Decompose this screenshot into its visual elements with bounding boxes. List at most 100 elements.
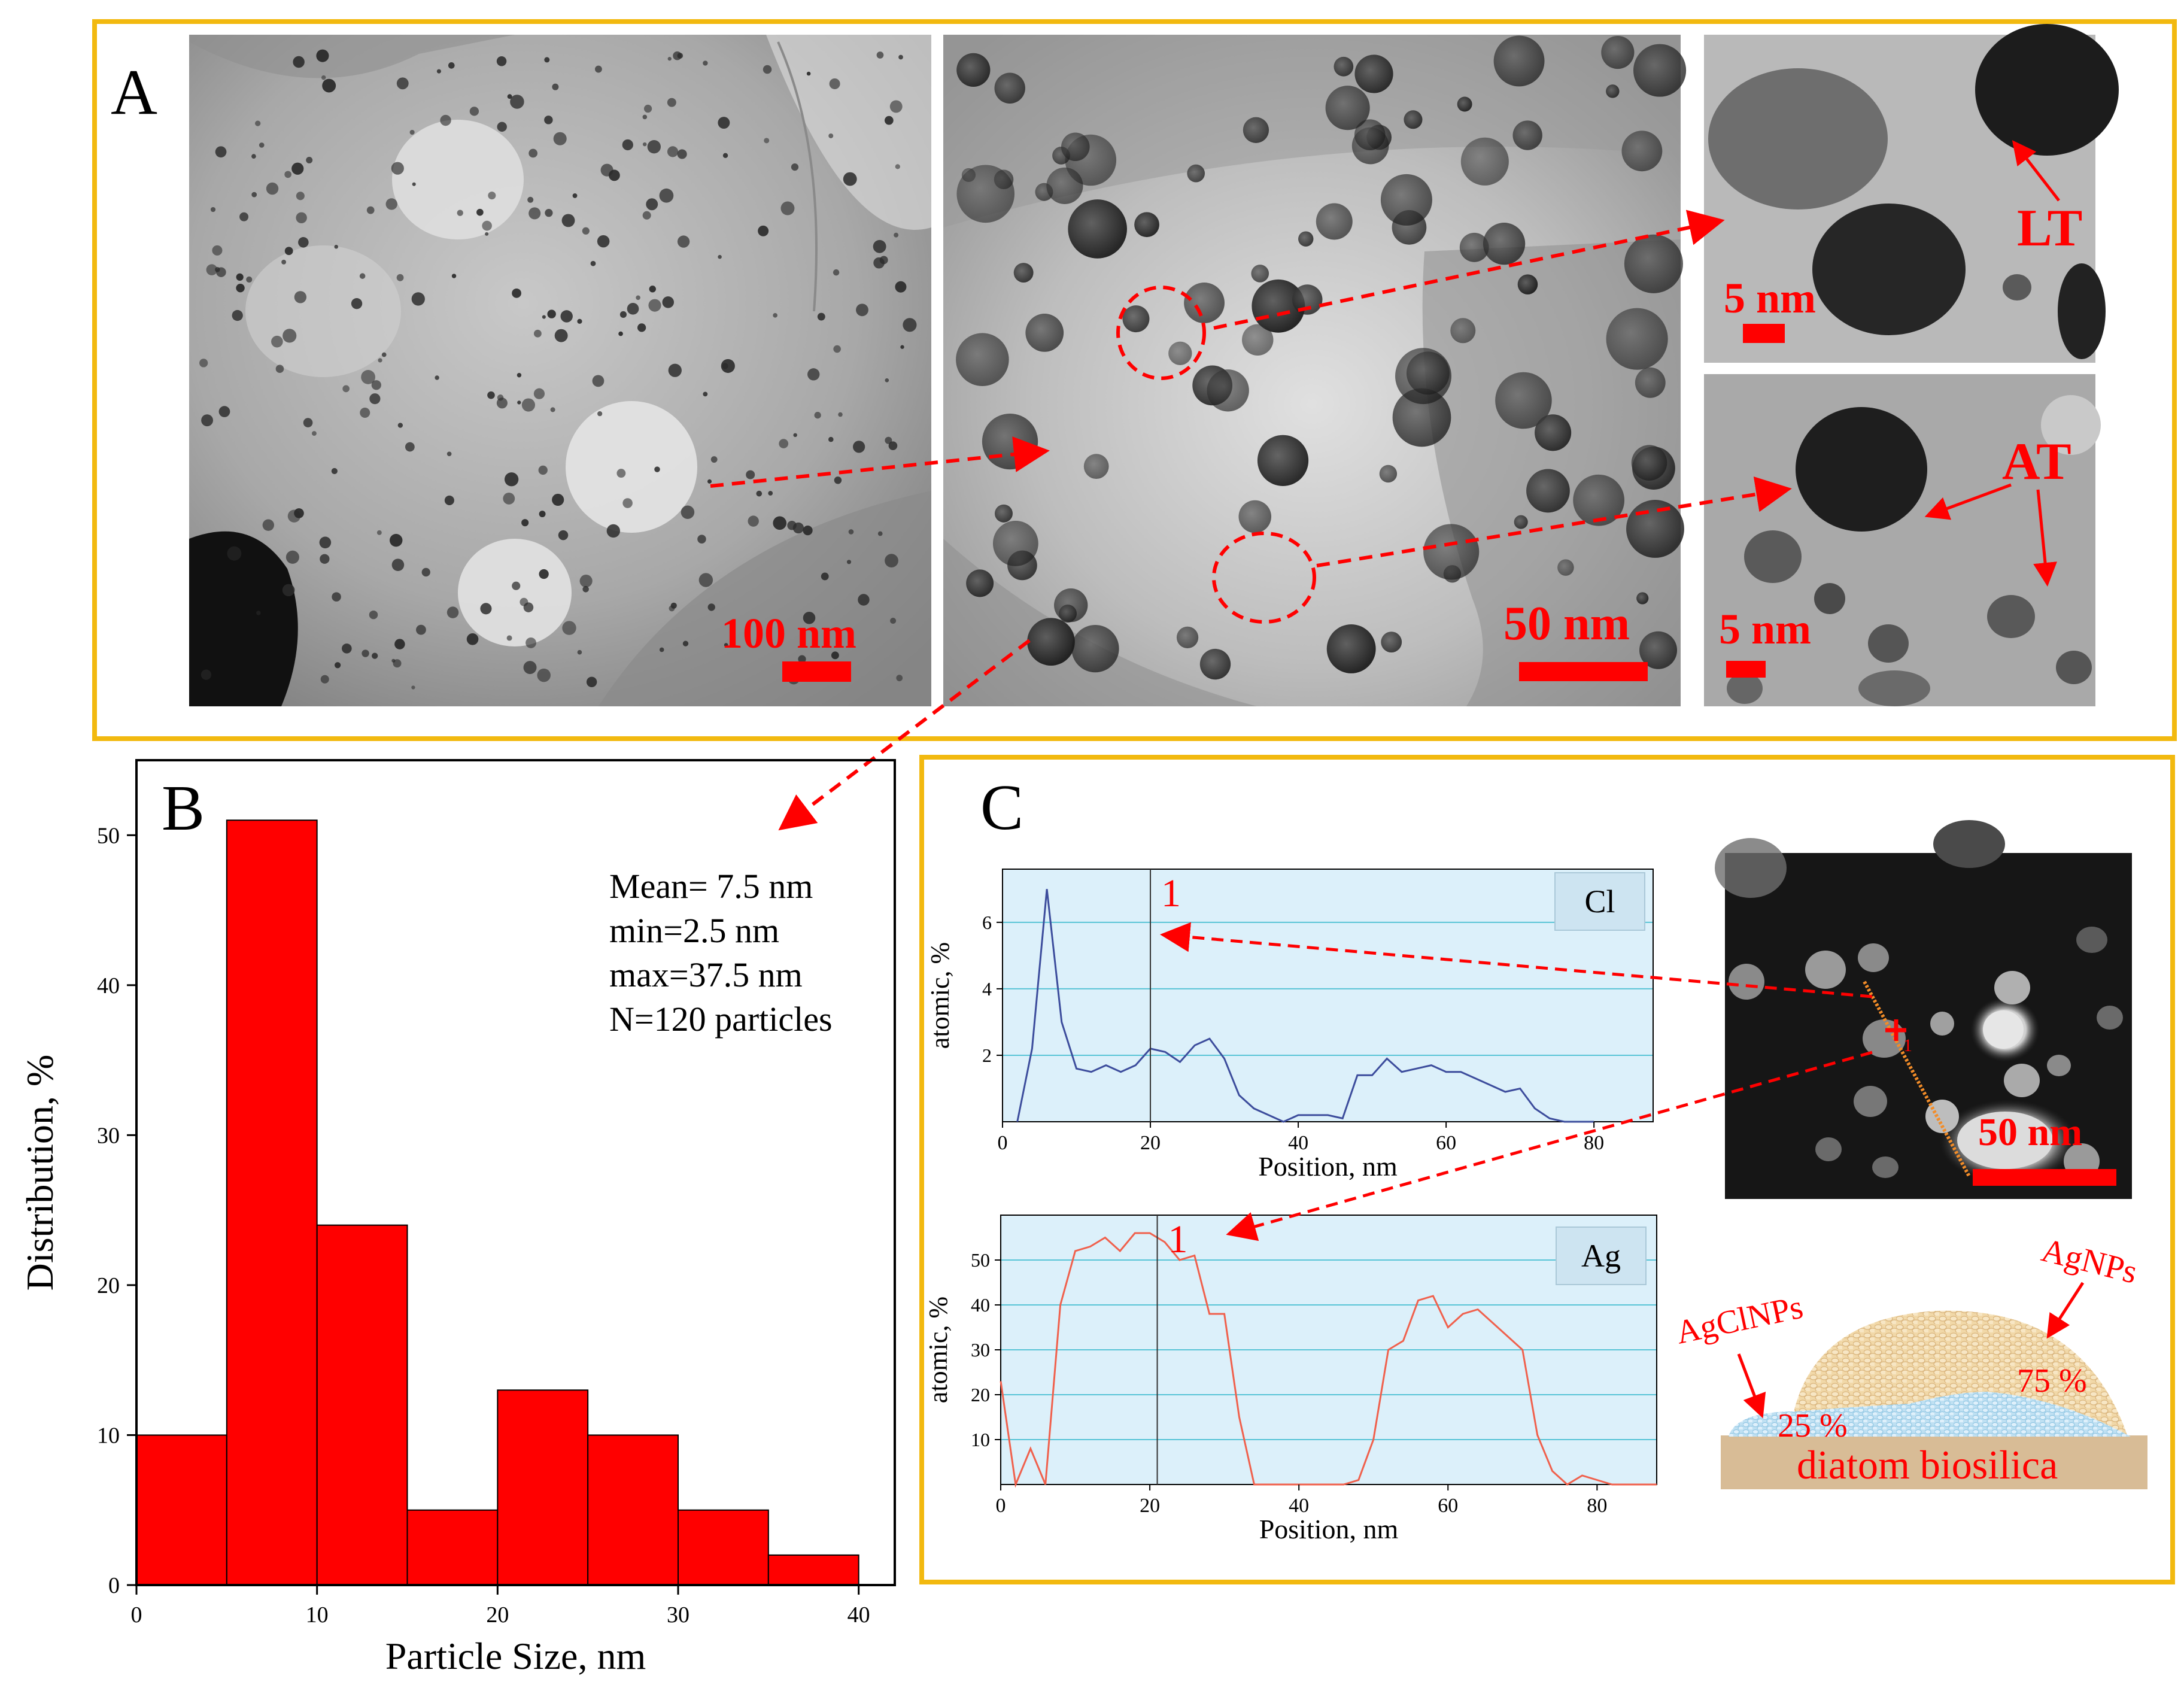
arrow-at-1 (1924, 483, 2012, 520)
schematic-agclnps-label: AgClNPs (1673, 1288, 1806, 1351)
arrow-agnps (2046, 1282, 2085, 1339)
histogram-frame (135, 759, 896, 1586)
scan-point-label: 1 (1903, 1036, 1912, 1055)
hrtem-image-lt (1704, 24, 2119, 363)
x-tick-label: 30 (667, 1602, 689, 1628)
label-lt: LT (2017, 199, 2082, 257)
histogram-stats: Mean= 7.5 nm min=2.5 nm max=37.5 nm N=12… (609, 867, 833, 1039)
y-tick-label: 10 (97, 1423, 120, 1448)
y-tick-label: 20 (971, 1384, 990, 1405)
histogram-bar (136, 1434, 227, 1586)
y-tick-label: 4 (982, 978, 992, 1000)
selection-circle-lt (1116, 286, 1206, 380)
arrow-zoom-1 (710, 436, 1050, 488)
schematic: diatom biosilica 25 % 75 % AgClNPs AgNPs (1673, 1231, 2147, 1489)
y-tick-label: 2 (982, 1045, 992, 1066)
tem-image-low-mag (189, 35, 931, 706)
y-tick-label: 50 (97, 823, 120, 848)
y-tick-label: 50 (971, 1249, 990, 1271)
panel-b-label: B (162, 773, 205, 844)
plot-area (1003, 869, 1653, 1122)
y-tick-label: 10 (971, 1429, 990, 1450)
stat-mean: Mean= 7.5 nm (609, 867, 813, 906)
svg-text:50 nm: 50 nm (1503, 597, 1630, 650)
arrow-to-histogram (778, 639, 1031, 831)
plot-frame (1002, 869, 1654, 1122)
hrtem-image-at (1704, 374, 2101, 706)
schematic-base-label: diatom biosilica (1797, 1442, 2058, 1487)
arrow-lt (2012, 140, 2060, 202)
x-tick-label: 60 (1436, 1132, 1456, 1154)
y-axis-title: Distribution, % (19, 1055, 61, 1291)
legend-box (1556, 1227, 1647, 1285)
marker-label: 1 (1161, 872, 1181, 915)
histogram-bar (587, 1434, 679, 1586)
series-line (1016, 889, 1594, 1123)
x-tick-label: 40 (1289, 1495, 1309, 1517)
schematic-pct-25: 25 % (1778, 1407, 1848, 1444)
x-tick-label: 40 (848, 1602, 870, 1628)
svg-text:5 nm: 5 nm (1724, 274, 1816, 322)
arrow-agclnps (1737, 1353, 1766, 1419)
tem-image-mid-mag (943, 35, 1687, 706)
panel-a-label: A (111, 57, 157, 128)
scale-bar-5nm-bottom: 5 nm (1719, 605, 1811, 678)
line-scan (1863, 980, 1971, 1177)
x-tick-label: 20 (1140, 1495, 1160, 1517)
y-tick-label: 6 (982, 912, 992, 933)
x-tick-label: 0 (996, 1495, 1006, 1517)
schematic-agclnps (1729, 1392, 2131, 1437)
scale-bar-50nm: 50 nm (1503, 597, 1648, 681)
stat-min: min=2.5 nm (609, 911, 779, 950)
legend-label: Ag (1581, 1238, 1621, 1274)
panel-c-frame (919, 755, 2175, 1584)
tem-image-mid-mag-particles (956, 35, 1687, 680)
svg-text:100 nm: 100 nm (721, 609, 856, 657)
arrow-to-cl-chart (1160, 922, 1873, 998)
y-tick-label: 30 (97, 1123, 120, 1148)
stem-scale-label: 50 nm (1978, 1110, 2082, 1154)
y-tick-label: 20 (97, 1273, 120, 1298)
y-axis-title: atomic, % (924, 1297, 953, 1403)
eds-profile-cl: 1 0 20 40 60 80 2 4 6 Position, nm atomic, % Cl (925, 869, 1654, 1182)
histogram-bar (316, 1224, 408, 1586)
arrow-to-ag-chart (1226, 1051, 1873, 1241)
x-axis-title: Position, nm (1259, 1514, 1399, 1544)
panel-a: A (92, 19, 2177, 831)
histogram: 0 10 20 30 40 0 10 20 30 40 50 Particle Size, nm Dis… (19, 759, 896, 1677)
svg-text:5 nm: 5 nm (1719, 605, 1811, 653)
x-tick-label: 20 (1140, 1132, 1161, 1154)
y-axis-title: atomic, % (925, 942, 955, 1049)
label-at: AT (2002, 433, 2071, 491)
legend-label: Cl (1584, 884, 1615, 919)
series-line (1000, 1232, 1657, 1488)
panel-c-label: C (980, 772, 1023, 843)
stem-image: 1 50 nm (1715, 820, 2132, 1199)
marker-label: 1 (1168, 1218, 1188, 1261)
stat-n: N=120 particles (609, 1000, 833, 1039)
histogram-bar (406, 1509, 499, 1586)
y-tick-label: 40 (97, 973, 120, 998)
scale-bar-100nm: 100 nm (721, 609, 856, 682)
x-axis-title: Position, nm (1258, 1151, 1398, 1182)
x-tick-label: 60 (1438, 1495, 1458, 1517)
x-tick-label: 40 (1288, 1132, 1308, 1154)
histogram-bar (678, 1509, 769, 1586)
x-axis-title: Particle Size, nm (385, 1635, 646, 1677)
histogram-bar (226, 819, 318, 1586)
y-tick-label: 40 (971, 1294, 990, 1316)
schematic-base (1721, 1435, 2147, 1489)
stat-max: max=37.5 nm (609, 955, 803, 994)
x-tick-label: 80 (1584, 1132, 1604, 1154)
x-tick-label: 80 (1587, 1495, 1607, 1517)
selection-circle-at (1212, 532, 1316, 624)
y-tick-label: 0 (108, 1573, 120, 1598)
scale-bar-5nm-top: 5 nm (1724, 274, 1816, 343)
histogram-bar (497, 1389, 589, 1586)
arrow-zoom-at (1316, 476, 1792, 567)
legend-box (1554, 872, 1645, 931)
schematic-agnps-label: AgNPs (2038, 1231, 2141, 1291)
x-tick-label: 20 (486, 1602, 509, 1628)
